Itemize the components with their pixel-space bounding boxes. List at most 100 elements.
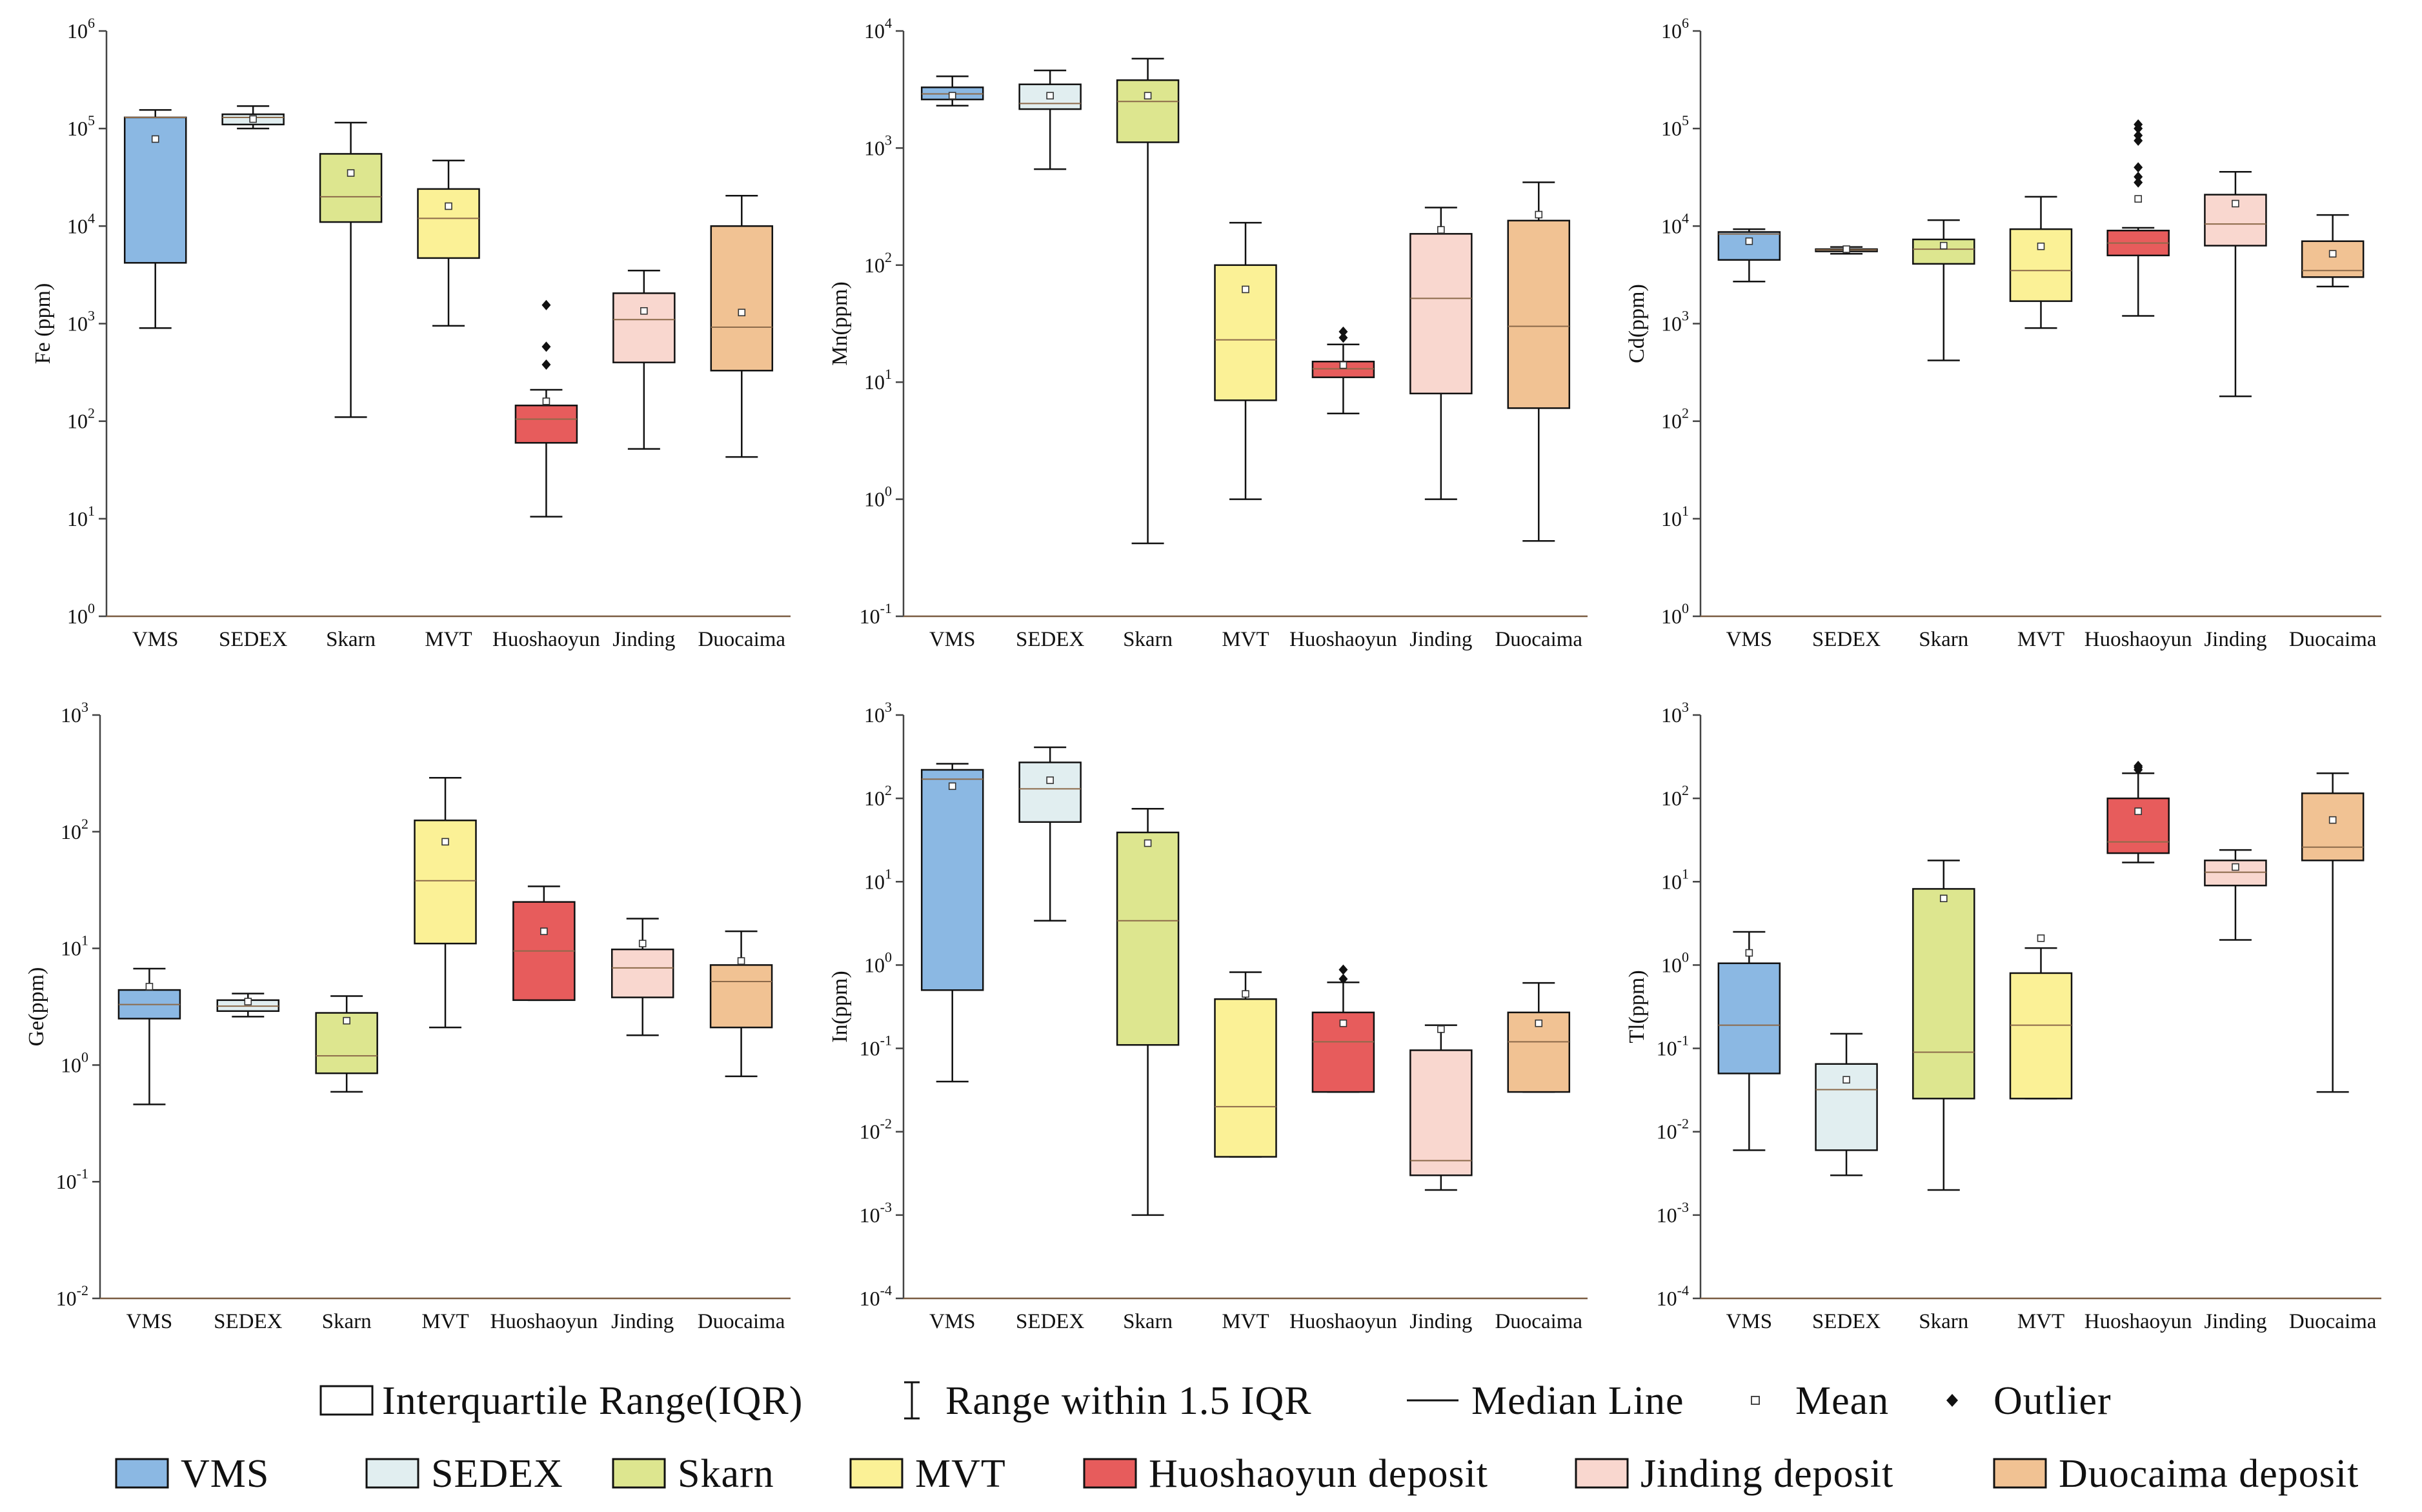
legend-swatch	[115, 1458, 169, 1489]
iqr-box	[1116, 831, 1180, 1046]
x-tick-label: SEDEX	[1812, 1310, 1881, 1333]
y-tick-label: 100	[61, 1049, 88, 1076]
y-tick-label: 101	[61, 932, 88, 960]
x-tick-label: SEDEX	[219, 628, 288, 651]
y-tick-label: 102	[864, 249, 892, 277]
legend-item-line: Median Line	[1407, 1379, 1684, 1423]
mean-marker	[1242, 990, 1249, 998]
mean-marker	[347, 169, 355, 177]
iqr-box	[2009, 972, 2073, 1100]
mean-marker	[738, 308, 746, 317]
iqr-box	[1409, 233, 1473, 395]
y-tick-label: 102	[864, 782, 892, 810]
y-tick-label: 103	[1661, 699, 1689, 727]
x-tick-label: VMS	[1726, 628, 1773, 651]
chart-panel-1: 100 101 102 103 104 105 106 Fe (ppm) VMS SEDEX Ska…	[31, 15, 791, 651]
x-tick-label: Skarn	[1123, 628, 1173, 651]
chart-panel-5: 10-4 10-3 10-2 10-1 100 101 102 103 In(ppm) VMS SE…	[828, 699, 1588, 1333]
box-sedex	[1815, 1033, 1878, 1176]
x-tick-label: Jinding	[611, 1310, 674, 1333]
mean-marker	[445, 202, 452, 210]
y-axis-label: Fe (ppm)	[31, 283, 55, 365]
iqr-box	[611, 948, 674, 998]
box-vms	[920, 763, 984, 1083]
legend-label: Range within 1.5 IQR	[945, 1379, 1312, 1423]
x-tick-label: SEDEX	[1016, 628, 1085, 651]
box-skarn	[315, 995, 378, 1093]
box-mvt	[417, 159, 480, 327]
legend-label: SEDEX	[431, 1452, 563, 1496]
iqr-box	[319, 153, 383, 223]
y-tick-label: 103	[864, 699, 892, 727]
legend-item-box: Interquartile Range(IQR)	[319, 1379, 802, 1423]
x-tick-label: VMS	[132, 628, 179, 651]
chart-panel-2: 10-1 100 101 102 103 104 Mn(ppm) VMS SEDEX Skarn M…	[828, 15, 1588, 651]
y-tick-label: 101	[1661, 865, 1689, 893]
y-axis-label: Ge(ppm)	[25, 967, 48, 1047]
x-tick-label: SEDEX	[1016, 1310, 1085, 1333]
box-skarn	[1912, 860, 1975, 1191]
iqr-box	[2009, 228, 2073, 302]
mean-marker	[343, 1016, 350, 1025]
y-tick-label: 10-3	[1657, 1199, 1689, 1227]
x-tick-label: Duocaima	[1495, 1310, 1582, 1333]
mean-marker	[1242, 285, 1249, 294]
y-tick-label: 106	[67, 15, 95, 43]
iqr-box	[1717, 962, 1781, 1074]
y-tick-label: 103	[67, 308, 95, 336]
y-axis-label: In(ppm)	[828, 971, 852, 1042]
box-vms	[920, 75, 984, 107]
x-tick-label: MVT	[1222, 1310, 1269, 1333]
legend-label: VMS	[181, 1452, 269, 1496]
iqr-box	[710, 225, 774, 372]
legend-swatch	[365, 1458, 419, 1489]
outlier-marker	[2134, 171, 2143, 182]
y-tick-label: 100	[864, 949, 892, 976]
mean-marker	[244, 998, 252, 1005]
iqr-box	[514, 405, 578, 444]
y-tick-label: 10-1	[860, 1033, 892, 1060]
outlier-marker	[1338, 974, 1348, 985]
box-sedex	[1815, 245, 1878, 255]
y-tick-label: 100	[1661, 600, 1689, 628]
legend-item-vms: VMS	[115, 1452, 269, 1496]
x-tick-label: Jinding	[612, 628, 675, 651]
box-mvt	[414, 776, 477, 1029]
chart-panel-3: 100 101 102 103 104 105 106 Cd(ppm) VMS SEDEX Skar…	[1625, 15, 2381, 651]
legend-item-mean: Mean	[1751, 1379, 1888, 1423]
y-tick-label: 10-4	[1657, 1282, 1689, 1310]
legend-label: Jinding deposit	[1640, 1452, 1893, 1496]
box-skarn	[1116, 57, 1180, 545]
box-sedex	[1018, 69, 1082, 170]
box-duocaima	[709, 930, 773, 1078]
mean-marker	[638, 940, 647, 947]
legend-swatch	[1083, 1458, 1137, 1489]
y-tick-label: 100	[1661, 949, 1689, 976]
legend-label: Outlier	[1993, 1379, 2112, 1423]
box-jinding	[611, 918, 674, 1036]
mean-marker	[542, 398, 550, 405]
y-tick-label: 102	[1661, 405, 1689, 433]
x-tick-label: Skarn	[322, 1310, 372, 1333]
mean-marker	[1437, 226, 1445, 234]
box-huoshaoyun	[2106, 119, 2170, 317]
mean-marker	[1842, 245, 1850, 253]
y-tick-label: 10-2	[860, 1116, 892, 1144]
box-huoshaoyun	[1311, 326, 1375, 414]
iqr-box	[920, 769, 984, 991]
x-tick-label: MVT	[425, 628, 472, 651]
x-tick-label: Duocaima	[698, 628, 785, 651]
x-tick-label: SEDEX	[1812, 628, 1881, 651]
y-tick-label: 100	[864, 483, 892, 511]
mean-marker	[249, 115, 257, 123]
x-tick-label: Huoshaoyun	[490, 1310, 598, 1333]
x-tick-label: Skarn	[326, 628, 376, 651]
mean-marker	[1339, 1019, 1347, 1027]
mean-marker	[1535, 1019, 1543, 1027]
iqr-box	[612, 292, 676, 363]
x-tick-label: MVT	[421, 1310, 469, 1333]
box-duocaima	[1507, 982, 1571, 1093]
iqr-box	[1116, 79, 1180, 143]
y-tick-label: 104	[67, 210, 95, 237]
box-skarn	[1912, 219, 1975, 361]
